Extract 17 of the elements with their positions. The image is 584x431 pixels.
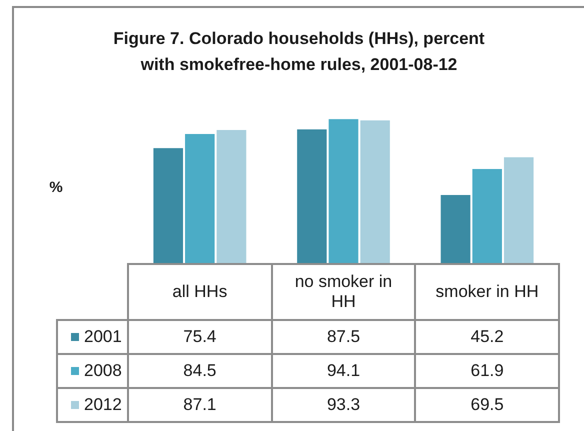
data-label: 94.1: [326, 361, 360, 381]
legend-label: 2001: [84, 327, 122, 347]
chart-title: Figure 7. Colorado households (HHs), percent with smokefree-home rules, 2001-08-12: [112, 28, 486, 76]
y-axis-title: %: [48, 179, 64, 197]
data-label: 69.5: [470, 395, 504, 415]
data-label: 87.1: [183, 395, 216, 415]
data-label: 61.9: [470, 361, 504, 381]
x-tick-label: no smoker in HH: [294, 272, 394, 312]
x-tick-label: smoker in HH: [436, 282, 539, 302]
data-label: 75.4: [183, 327, 216, 347]
legend-label: 2012: [84, 395, 122, 415]
data-label: 87.5: [326, 327, 360, 347]
data-label: 45.2: [470, 327, 504, 347]
legend-label: 2008: [84, 361, 122, 381]
x-tick-label: all HHs: [172, 282, 228, 302]
data-label: 84.5: [183, 361, 216, 381]
data-label: 93.3: [326, 395, 360, 415]
